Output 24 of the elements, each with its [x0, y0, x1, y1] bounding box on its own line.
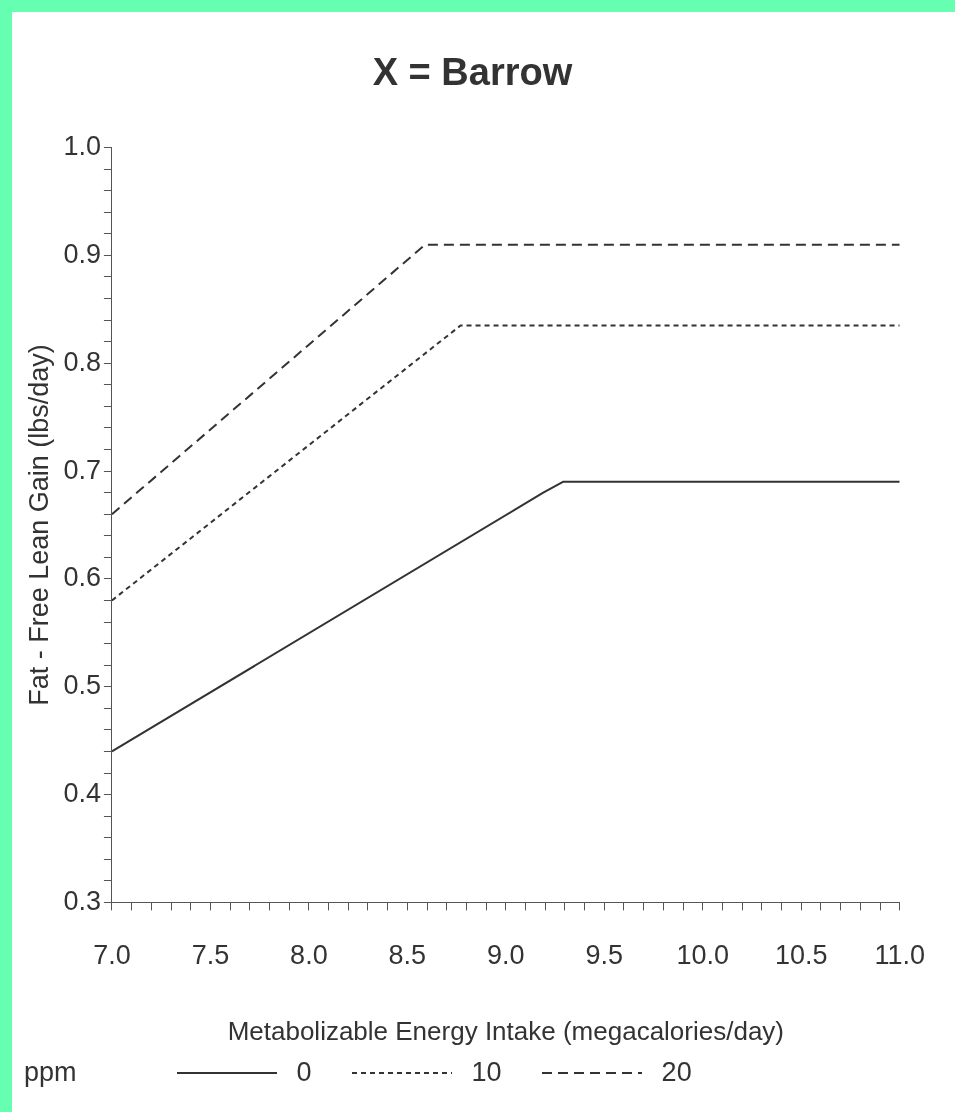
- y-tick-label: 0.5: [63, 670, 101, 701]
- x-tick-label: 9.5: [585, 940, 624, 971]
- y-tick-label: 0.3: [63, 885, 101, 916]
- x-tick-label: 7.5: [191, 940, 230, 971]
- legend-label: 20: [661, 1057, 692, 1088]
- x-tick-label: 10.0: [676, 940, 730, 971]
- y-tick-label: 0.6: [63, 562, 101, 593]
- y-tick-label: 0.7: [63, 454, 101, 485]
- x-axis-title: Metabolizable Energy Intake (megacalories/day): [227, 1015, 785, 1046]
- legend-label: 10: [471, 1057, 502, 1088]
- chart-title: X = Barrow: [372, 51, 573, 94]
- y-tick-label: 1.0: [63, 131, 101, 162]
- x-tick-label: 10.5: [774, 940, 828, 971]
- legend-title: ppm: [24, 1057, 77, 1088]
- y-tick-label: 0.4: [63, 778, 101, 809]
- x-tick-label: 8.0: [290, 940, 328, 971]
- x-tick-label: 8.5: [388, 940, 427, 971]
- x-tick-label: 9.0: [487, 940, 525, 971]
- legend-label: 0: [296, 1057, 312, 1088]
- y-axis-title: Fat - Free Lean Gain (lbs/day): [23, 344, 54, 706]
- y-tick-label: 0.9: [63, 238, 101, 269]
- x-tick-label: 11.0: [874, 940, 925, 971]
- y-tick-label: 0.8: [63, 346, 101, 377]
- x-tick-label: 7.0: [93, 940, 131, 971]
